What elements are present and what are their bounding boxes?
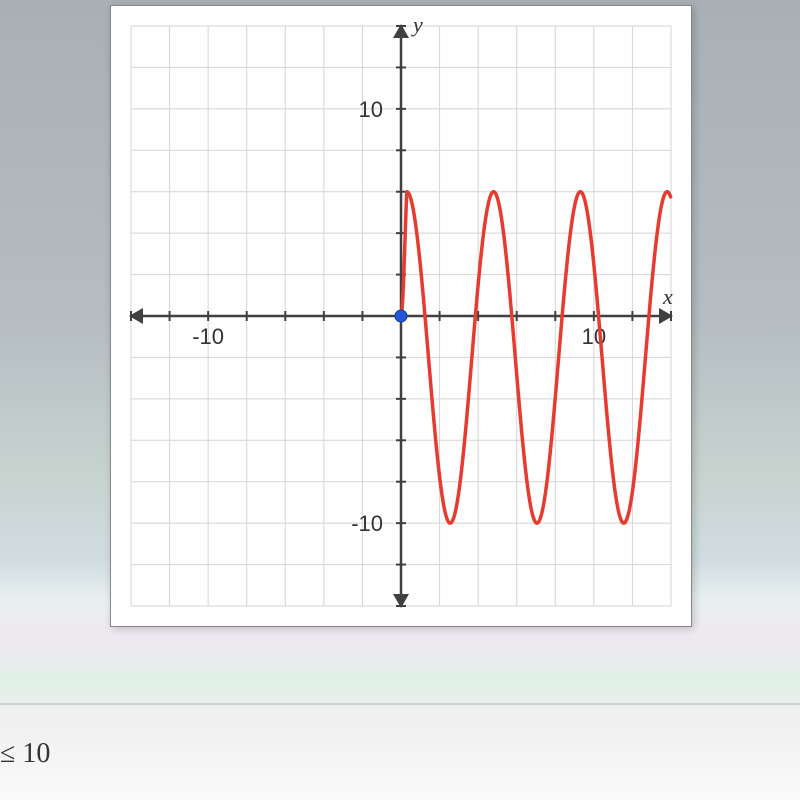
- svg-text:-10: -10: [351, 511, 383, 536]
- svg-text:10: 10: [359, 97, 383, 122]
- svg-text:y: y: [411, 12, 423, 37]
- chart-panel: -101010-10xy: [110, 5, 692, 627]
- chart-svg: -101010-10xy: [111, 6, 691, 626]
- svg-text:-10: -10: [192, 324, 224, 349]
- bottom-label: ≤ 10: [0, 738, 50, 770]
- divider: [0, 703, 800, 705]
- svg-text:x: x: [662, 284, 673, 309]
